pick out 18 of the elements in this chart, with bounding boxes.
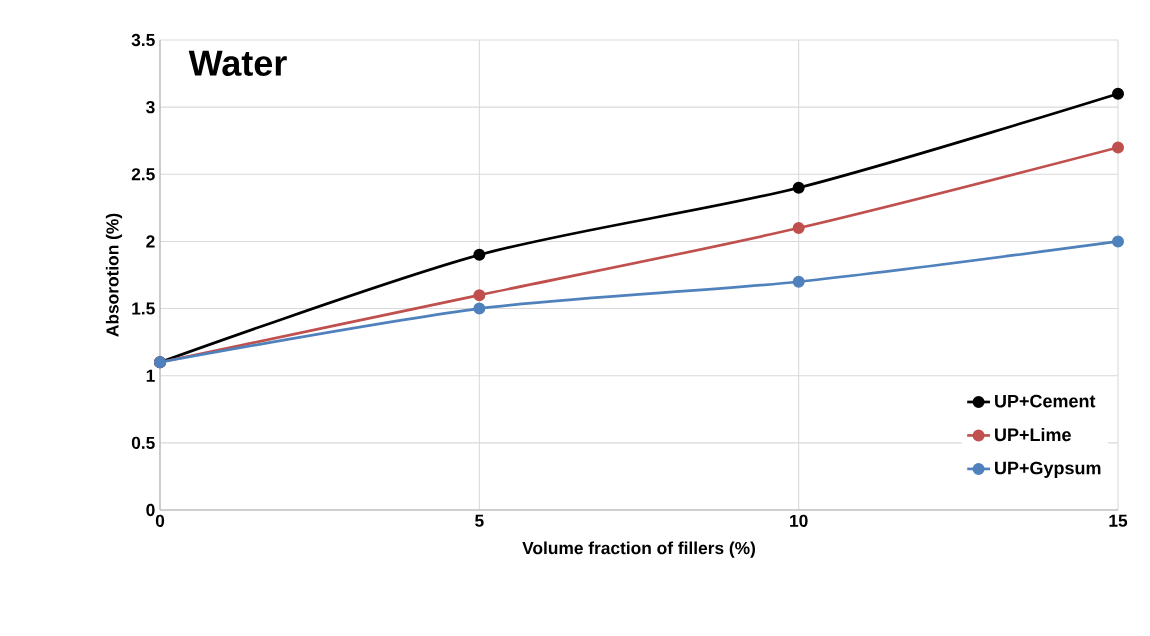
legend-label: UP+Gypsum — [995, 461, 1101, 478]
legend-label: UP+Cement — [995, 394, 1096, 408]
y-tick-label: 1 — [146, 369, 155, 382]
y-axis-title: Absorotion (%) — [105, 213, 123, 337]
y-tick-label: 0 — [146, 503, 155, 517]
y-tick-label: 1.5 — [132, 302, 155, 315]
x-tick-label: 15 — [1109, 514, 1128, 527]
legend-label: UP+Lime — [995, 427, 1071, 442]
x-axis-title: Volume fraction of fillers (%) — [522, 541, 755, 558]
y-tick-label: 0.5 — [131, 436, 155, 449]
y-tick-label: 2.5 — [131, 168, 155, 181]
chart-title: Water — [188, 50, 287, 76]
x-tick-label: 10 — [790, 514, 808, 527]
x-tick-label: 0 — [155, 514, 165, 527]
y-tick-label: 3.5 — [131, 33, 155, 47]
x-tick-label: 5 — [475, 514, 484, 527]
y-tick-label: 3 — [146, 100, 155, 114]
y-tick-label: 2 — [146, 235, 155, 248]
